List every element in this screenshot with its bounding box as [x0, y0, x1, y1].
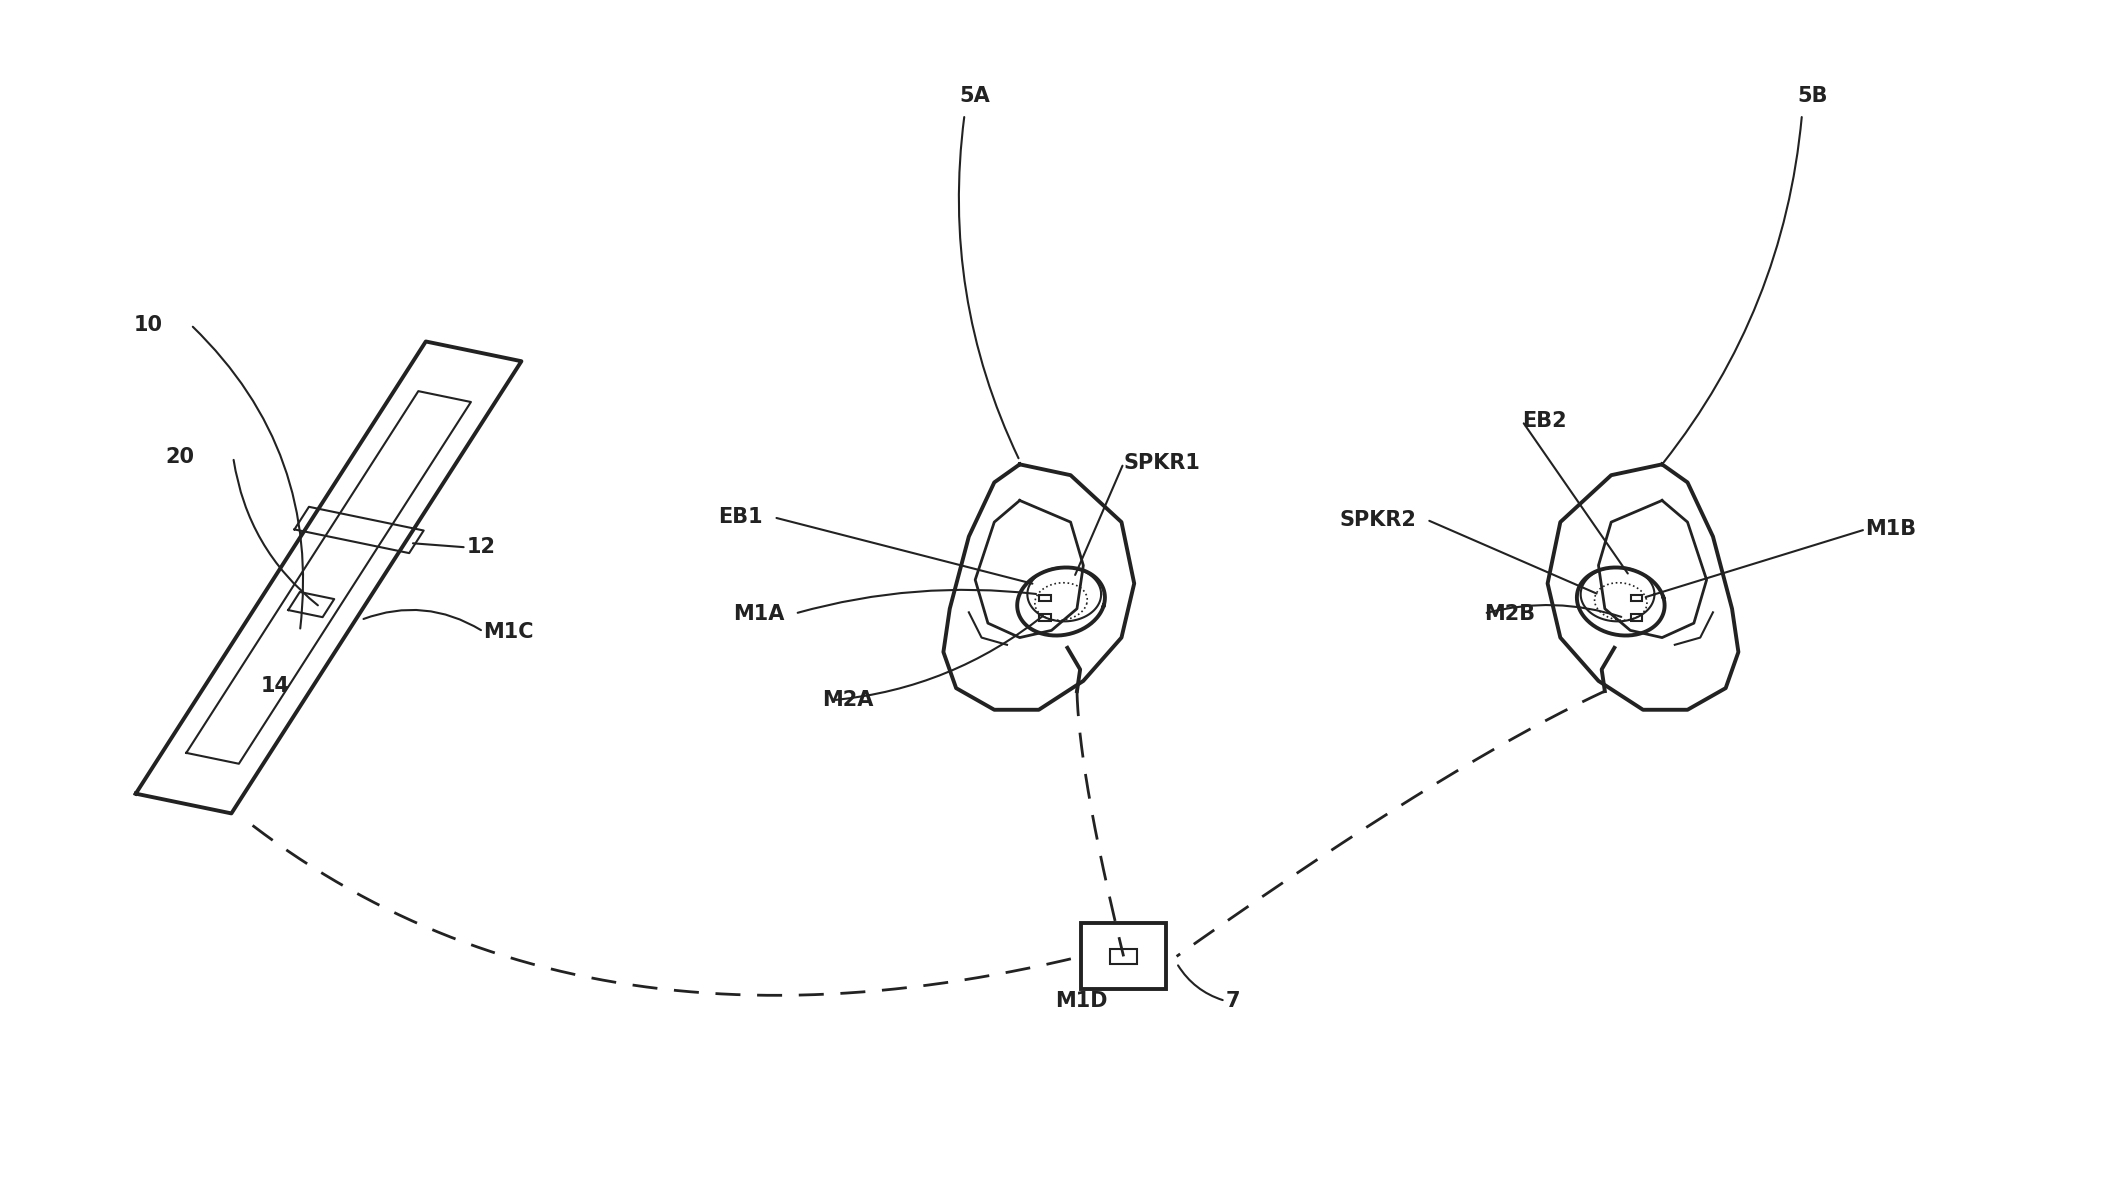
Bar — [1039, 594, 1052, 602]
Text: 12: 12 — [466, 538, 496, 557]
Text: M2B: M2B — [1484, 604, 1535, 623]
Text: M2A: M2A — [823, 691, 873, 710]
Text: M1D: M1D — [1056, 991, 1107, 1011]
Text: 5B: 5B — [1798, 87, 1827, 106]
Text: 7: 7 — [1225, 991, 1240, 1011]
Text: M1B: M1B — [1866, 520, 1916, 539]
Text: SPKR1: SPKR1 — [1124, 454, 1200, 473]
Text: M1C: M1C — [483, 622, 534, 641]
Bar — [1081, 924, 1166, 989]
Bar — [1039, 615, 1052, 621]
Text: M1A: M1A — [734, 604, 784, 623]
Text: SPKR2: SPKR2 — [1340, 510, 1416, 529]
Text: 10: 10 — [134, 315, 163, 334]
Text: EB1: EB1 — [719, 508, 763, 527]
Text: EB2: EB2 — [1522, 411, 1567, 431]
Text: 20: 20 — [165, 448, 195, 467]
Bar — [1111, 949, 1136, 964]
Text: 14: 14 — [261, 676, 290, 695]
Text: 5A: 5A — [960, 87, 990, 106]
Bar — [1630, 594, 1643, 602]
Bar — [1630, 615, 1643, 621]
